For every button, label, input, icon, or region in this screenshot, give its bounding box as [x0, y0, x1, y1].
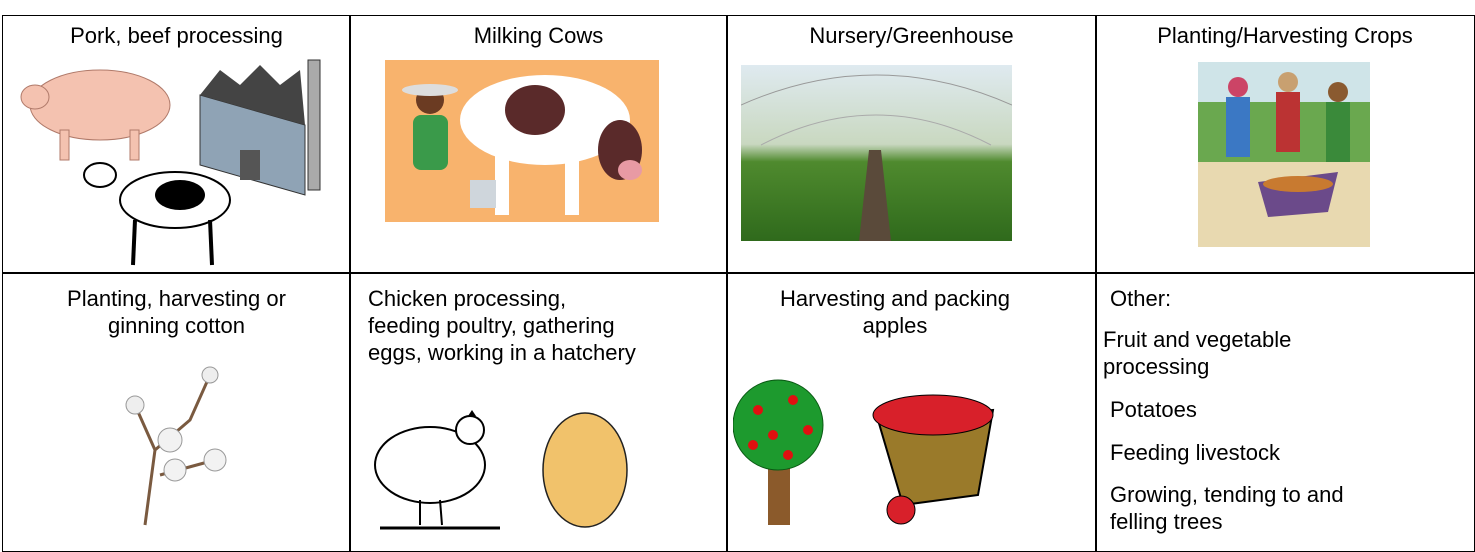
livestock-illustration: [20, 59, 321, 266]
apple-illustration: [733, 379, 995, 525]
cell-label: Chicken processing, feeding poultry, gat…: [368, 286, 636, 365]
cell-label: Pork, beef processing: [70, 23, 283, 48]
list-item: Fruit and vegetable processing: [1103, 327, 1292, 379]
crops-illustration: [1198, 62, 1370, 247]
cell: [726, 15, 1097, 274]
page: Pork, beef processing Milking Cows Nurse…: [2, 15, 1475, 552]
milking-illustration: [385, 60, 659, 222]
greenhouse-illustration: [741, 65, 1012, 241]
cell-label: Milking Cows: [473, 23, 604, 48]
cell: [2, 15, 351, 274]
cell-label: Nursery/Greenhouse: [809, 23, 1014, 48]
cotton-illustration: [125, 366, 227, 526]
cell-label: Planting, harvesting or ginning cotton: [67, 286, 286, 338]
cell-label: Planting/Harvesting Crops: [1157, 23, 1413, 48]
list-item: Feeding livestock: [1110, 440, 1280, 465]
cell-label: Harvesting and packing apples: [780, 286, 1010, 338]
list-item: Growing, tending to and felling trees: [1110, 482, 1344, 534]
list-item: Potatoes: [1110, 397, 1197, 422]
cell: [349, 15, 728, 274]
cell-label: Other:: [1110, 286, 1172, 311]
poultry-illustration: [374, 410, 628, 530]
